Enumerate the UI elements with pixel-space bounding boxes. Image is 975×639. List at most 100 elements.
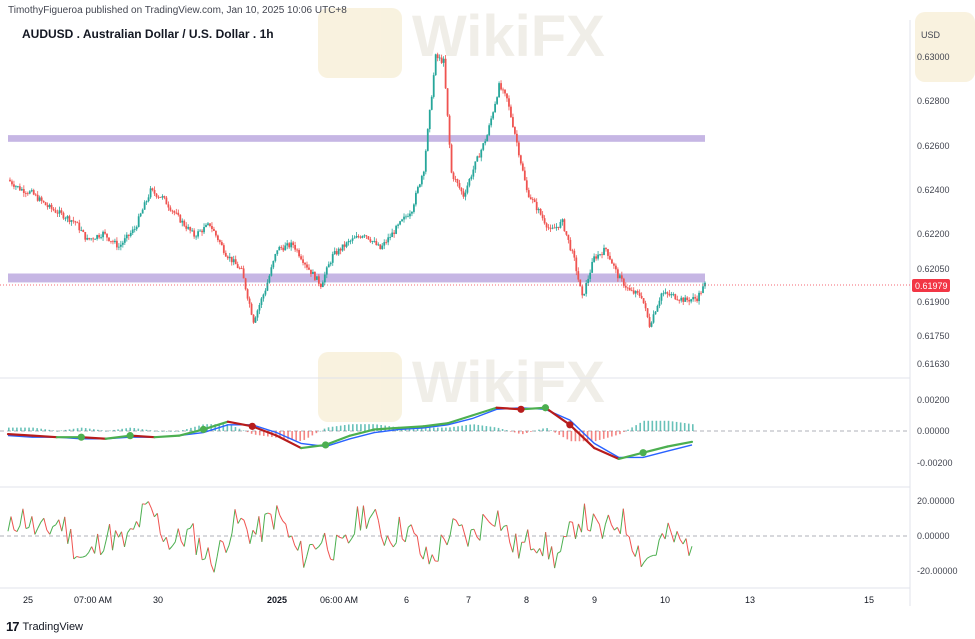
histogram-bar — [24, 427, 26, 431]
candle-body — [161, 196, 164, 198]
candle-body — [151, 188, 154, 190]
oscillator-segment — [25, 527, 30, 529]
candle-body — [434, 54, 437, 76]
candle-body — [252, 314, 255, 323]
histogram-bar — [611, 431, 613, 437]
oscillator-segment — [589, 513, 594, 532]
candle-body — [36, 194, 39, 201]
candle-body — [510, 106, 512, 118]
candle-body — [226, 256, 229, 259]
histogram-bar — [598, 431, 601, 440]
candle-body — [42, 200, 45, 203]
histogram-bar — [590, 431, 593, 442]
oscillator-segment — [94, 533, 99, 554]
candle-body — [597, 254, 599, 259]
oscillator-segment — [601, 524, 606, 539]
price-tick-label: 0.62600 — [917, 141, 950, 151]
oscillator-segment — [443, 538, 448, 546]
candle-body — [502, 89, 504, 91]
price-tick-label: 0.63000 — [917, 52, 950, 62]
candle-body — [26, 193, 29, 195]
candle-body — [698, 292, 700, 302]
histogram-bar — [125, 428, 127, 431]
histogram-bar — [607, 431, 609, 438]
oscillator-segment — [351, 533, 355, 540]
candle-body — [280, 246, 283, 248]
oscillator-segment — [324, 532, 329, 550]
candle-body — [456, 179, 459, 184]
oscillator-segment — [315, 546, 319, 550]
oscillator-segment — [518, 542, 523, 559]
histogram-bar — [655, 420, 658, 431]
watermark-logo-top — [318, 8, 402, 78]
oscillator-segment — [285, 524, 290, 538]
candle-body — [474, 161, 477, 170]
candle-body — [466, 185, 469, 193]
candle-body — [260, 298, 263, 306]
candle-body — [199, 230, 201, 232]
candle-body — [593, 256, 596, 262]
candle-body — [704, 282, 706, 287]
oscillator-segment — [380, 536, 385, 546]
zone-1 — [8, 273, 705, 283]
histogram-bar — [432, 427, 435, 431]
histogram-bar — [339, 425, 342, 431]
time-tick-label: 2025 — [267, 595, 287, 605]
candle-body — [290, 242, 293, 248]
candle-body — [127, 234, 130, 236]
candle-body — [351, 238, 354, 241]
histogram-bar — [347, 424, 350, 431]
candle-body — [218, 240, 221, 243]
oscillator-segment — [115, 530, 119, 538]
oscillator-segment — [494, 510, 499, 527]
candle-body — [418, 184, 421, 188]
candle-body — [114, 240, 116, 243]
candle-body — [102, 231, 104, 238]
candle-body — [121, 242, 124, 245]
candle-body — [298, 250, 300, 257]
candle-body — [614, 265, 617, 270]
histogram-bar — [177, 431, 180, 432]
histogram-bar — [667, 420, 670, 431]
candle-body — [628, 287, 631, 291]
candle-body — [361, 236, 364, 238]
oscillator-segment — [548, 546, 553, 560]
candle-body — [660, 293, 663, 301]
candle-body — [486, 135, 489, 142]
oscillator-segment — [664, 522, 669, 540]
candle-body — [314, 271, 316, 280]
candle-body — [119, 244, 122, 247]
candle-body — [551, 227, 554, 229]
histogram-bar — [639, 422, 641, 431]
candle-body — [553, 227, 556, 229]
candle-body — [630, 290, 633, 292]
candle-body — [234, 259, 237, 265]
candle-body — [464, 192, 467, 197]
oscillator-segment — [339, 536, 343, 539]
oscillator-segment — [249, 530, 254, 544]
candle-body — [312, 271, 314, 274]
candle-body — [104, 231, 106, 234]
oscillator-segment — [578, 523, 582, 533]
oscillator-segment — [333, 534, 338, 561]
oscillator-segment — [258, 516, 263, 542]
candle-body — [504, 89, 506, 94]
oscillator-segment — [362, 505, 367, 529]
candle-body — [28, 191, 31, 194]
candle-body — [207, 223, 209, 225]
candle-body — [428, 109, 431, 130]
candle-body — [622, 278, 625, 286]
candle-body — [335, 251, 338, 255]
oscillator-segment — [410, 524, 415, 534]
time-tick-label: 8 — [524, 595, 529, 605]
tradingview-logo[interactable]: 17 TradingView — [6, 619, 83, 634]
oscillator-segment — [43, 518, 48, 531]
publisher-line: TimothyFigueroa published on TradingView… — [8, 5, 347, 16]
oscillator-segment — [365, 518, 370, 529]
symbol-title[interactable]: AUDUSD . Australian Dollar / U.S. Dollar… — [22, 27, 274, 41]
oscillator-segment — [673, 531, 678, 543]
oscillator-segment — [667, 522, 672, 533]
candle-body — [492, 112, 495, 119]
histogram-bar — [546, 428, 548, 431]
oscillator-segment — [407, 524, 412, 528]
